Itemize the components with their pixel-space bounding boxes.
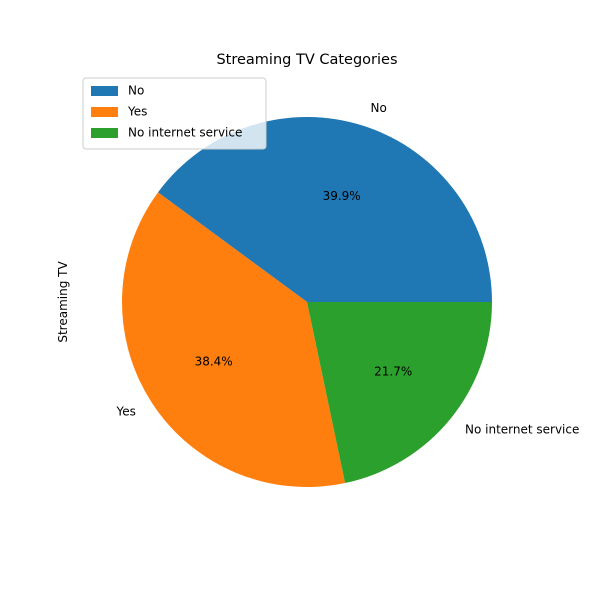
pie-slice-no xyxy=(158,116,492,302)
pie-slice-yes xyxy=(121,192,346,488)
y-axis-label: Streaming TV xyxy=(56,261,70,343)
legend-box xyxy=(82,77,267,150)
legend-swatch-yes xyxy=(91,107,118,117)
legend-swatch-no-internet-service xyxy=(91,128,118,138)
legend-label-no-internet-service: No internet service xyxy=(128,126,242,140)
slice-label-no-internet-service: No internet service xyxy=(465,423,579,437)
pie-slices xyxy=(121,116,493,488)
legend-label-yes: Yes xyxy=(127,105,147,119)
legend-label-no: No xyxy=(128,84,144,98)
chart-title: Streaming TV Categories xyxy=(216,52,397,68)
percent-label-no-internet-service: 21.7% xyxy=(374,364,412,378)
percent-label-yes: 38.4% xyxy=(195,355,233,369)
percent-labels: 39.9% 38.4% 21.7% xyxy=(195,189,413,378)
slice-label-no: No xyxy=(370,101,386,115)
pie-slice-no-internet-service xyxy=(307,302,493,484)
legend: No Yes No internet service xyxy=(82,77,267,150)
legend-swatch-no xyxy=(91,86,118,96)
slice-label-yes: Yes xyxy=(115,405,135,419)
percent-label-no: 39.9% xyxy=(323,189,361,203)
slice-labels: No Yes No internet service xyxy=(115,101,579,437)
